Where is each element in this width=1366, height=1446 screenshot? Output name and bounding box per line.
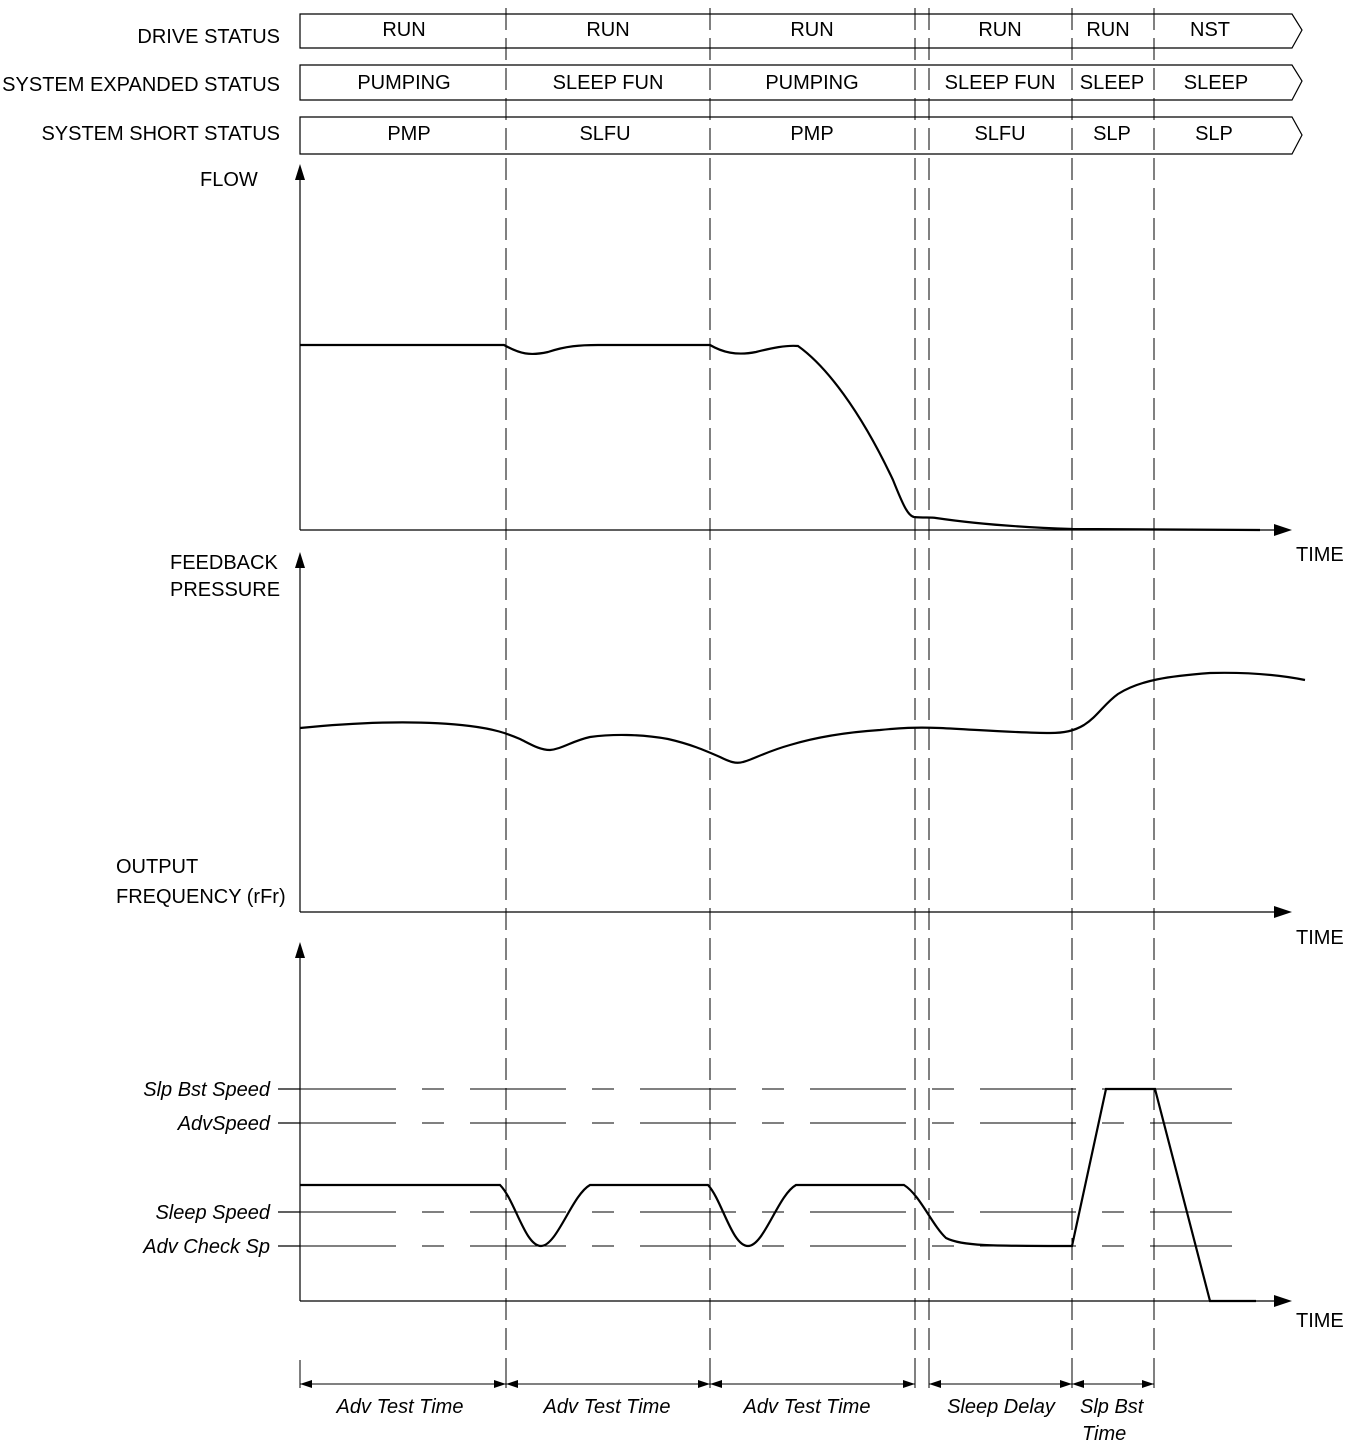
adv-speed-label: AdvSpeed [177,1113,271,1135]
status-cell: SLP [1195,123,1233,145]
drive-status-bar [299,13,1303,49]
drive-status-label: DRIVE STATUS [137,26,280,48]
slp-bst-time-label-line-2: Time [1082,1423,1126,1445]
flow-y-arrow-icon [295,164,305,180]
flow-time-arrow-icon [1274,524,1292,536]
phase-dividers [505,8,1155,1360]
frequency-y-arrow-icon [295,942,305,958]
status-cell: SLFU [974,123,1025,145]
pressure-time-label: TIME [1296,927,1344,949]
status-cell: RUN [978,19,1021,41]
frequency-axis-label-line-1: OUTPUT [116,856,198,878]
status-cell: SLEEP FUN [553,72,664,94]
status-cell: SLEEP [1080,72,1144,94]
system-short-status-bar [299,116,1303,155]
status-cell: NST [1190,19,1230,41]
status-cell: RUN [1086,19,1129,41]
pressure-trace [299,671,1306,764]
frequency-trace [300,1087,1256,1303]
frequency-axis-label-line-2: FREQUENCY (rFr) [116,886,286,908]
status-cell: RUN [586,19,629,41]
sleep-speed-label: Sleep Speed [155,1202,270,1224]
system-expanded-status-label: SYSTEM EXPANDED STATUS [2,74,280,96]
status-cell: RUN [382,19,425,41]
pressure-y-arrow-icon [295,552,305,568]
status-cell: SLEEP FUN [945,72,1056,94]
pressure-time-arrow-icon [1274,906,1292,918]
interval-dimensions: Adv Test Time Adv Test Time Adv Test Tim… [299,1360,1155,1445]
flow-axis-label: FLOW [200,169,258,191]
status-cell: RUN [790,19,833,41]
flow-trace [300,343,1261,532]
slp-bst-time-label-line-1: Slp Bst [1080,1396,1145,1418]
status-cell: PUMPING [765,72,858,94]
status-cell: PMP [387,123,430,145]
pressure-plot: FEEDBACK PRESSURE TIME [170,552,1344,949]
adv-test-time-label-1: Adv Test Time [336,1396,464,1418]
sleep-delay-label: Sleep Delay [947,1396,1056,1418]
adv-test-time-label-2: Adv Test Time [543,1396,671,1418]
frequency-plot: OUTPUT FREQUENCY (rFr) TIME Slp Bst Spee… [116,856,1344,1332]
adv-check-sp-label: Adv Check Sp [142,1236,270,1258]
status-cell: SLP [1093,123,1131,145]
frequency-time-arrow-icon [1274,1295,1292,1307]
status-cell: PMP [790,123,833,145]
status-rows: DRIVE STATUS SYSTEM EXPANDED STATUS SYST… [2,13,1303,155]
pressure-axis-label-line-2: PRESSURE [170,579,280,601]
status-cell: SLFU [579,123,630,145]
frequency-time-label: TIME [1296,1310,1344,1332]
status-cell: SLEEP [1184,72,1248,94]
adv-test-time-label-3: Adv Test Time [743,1396,871,1418]
pressure-axis-label-line-1: FEEDBACK [170,552,278,574]
system-expanded-status-bar [299,64,1303,101]
system-short-status-label: SYSTEM SHORT STATUS [41,123,280,145]
flow-time-label: TIME [1296,544,1344,566]
flow-plot: FLOW TIME [200,164,1344,566]
slp-bst-speed-label: Slp Bst Speed [143,1079,271,1101]
status-cell: PUMPING [357,72,450,94]
